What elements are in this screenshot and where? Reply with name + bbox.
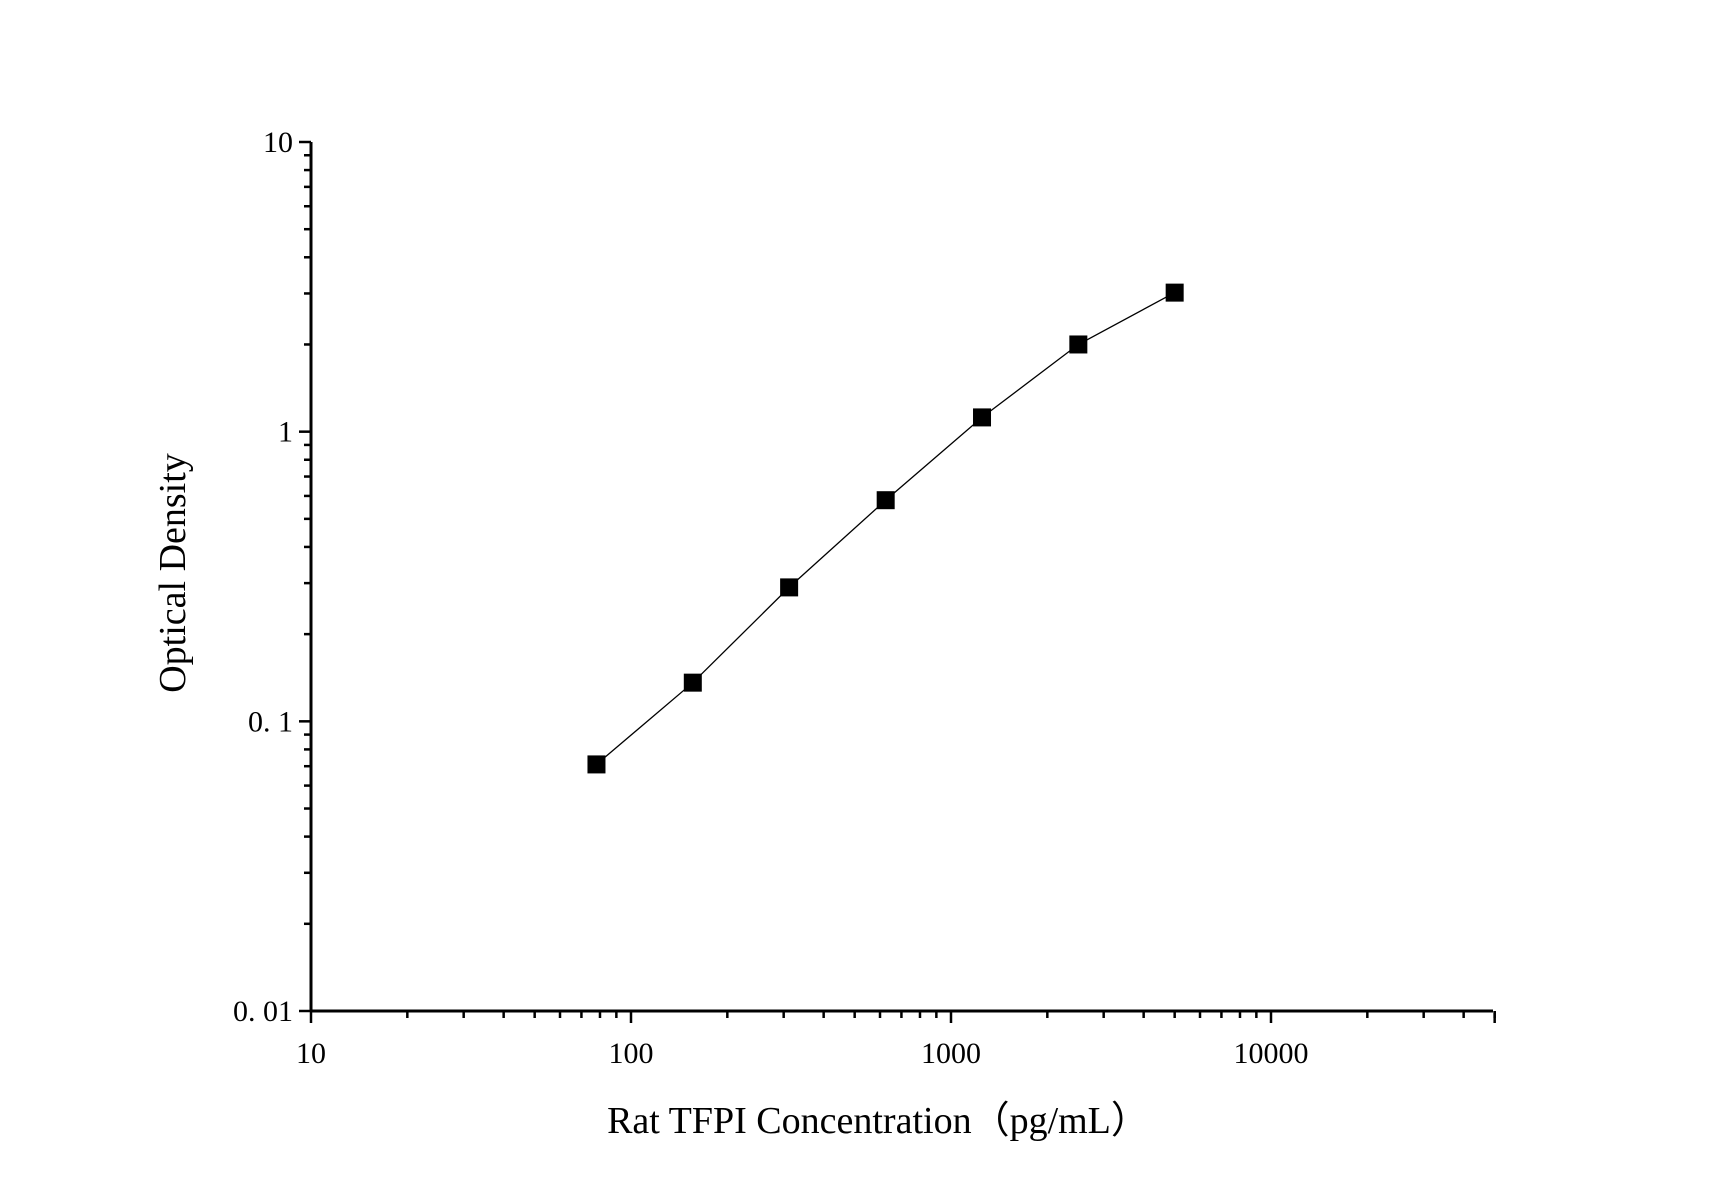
y-tick-label: 1 <box>278 416 293 449</box>
data-point <box>876 491 895 510</box>
data-series <box>587 283 1184 774</box>
data-point <box>1069 335 1088 354</box>
x-tick-label: 10000 <box>1234 1037 1309 1070</box>
x-tick-label: 1000 <box>921 1037 981 1070</box>
data-point <box>780 578 799 597</box>
x-axis-title: Rat TFPI Concentration（pg/mL） <box>607 1100 1149 1142</box>
y-axis: 0. 01 0. 1 1 10 <box>233 126 313 1028</box>
x-axis: 10 100 1000 10000 <box>296 1009 1496 1070</box>
y-tick-label: 10 <box>263 126 293 159</box>
x-tick-label: 100 <box>609 1037 654 1070</box>
data-point <box>973 408 992 427</box>
x-tick-label: 10 <box>296 1037 326 1070</box>
y-tick-label: 0. 1 <box>248 705 293 738</box>
data-point <box>587 755 606 774</box>
y-tick-label: 0. 01 <box>233 995 293 1028</box>
series-line <box>596 292 1176 765</box>
y-axis-title: Optical Density <box>152 453 194 693</box>
data-point <box>683 673 702 692</box>
data-point <box>1165 283 1184 302</box>
